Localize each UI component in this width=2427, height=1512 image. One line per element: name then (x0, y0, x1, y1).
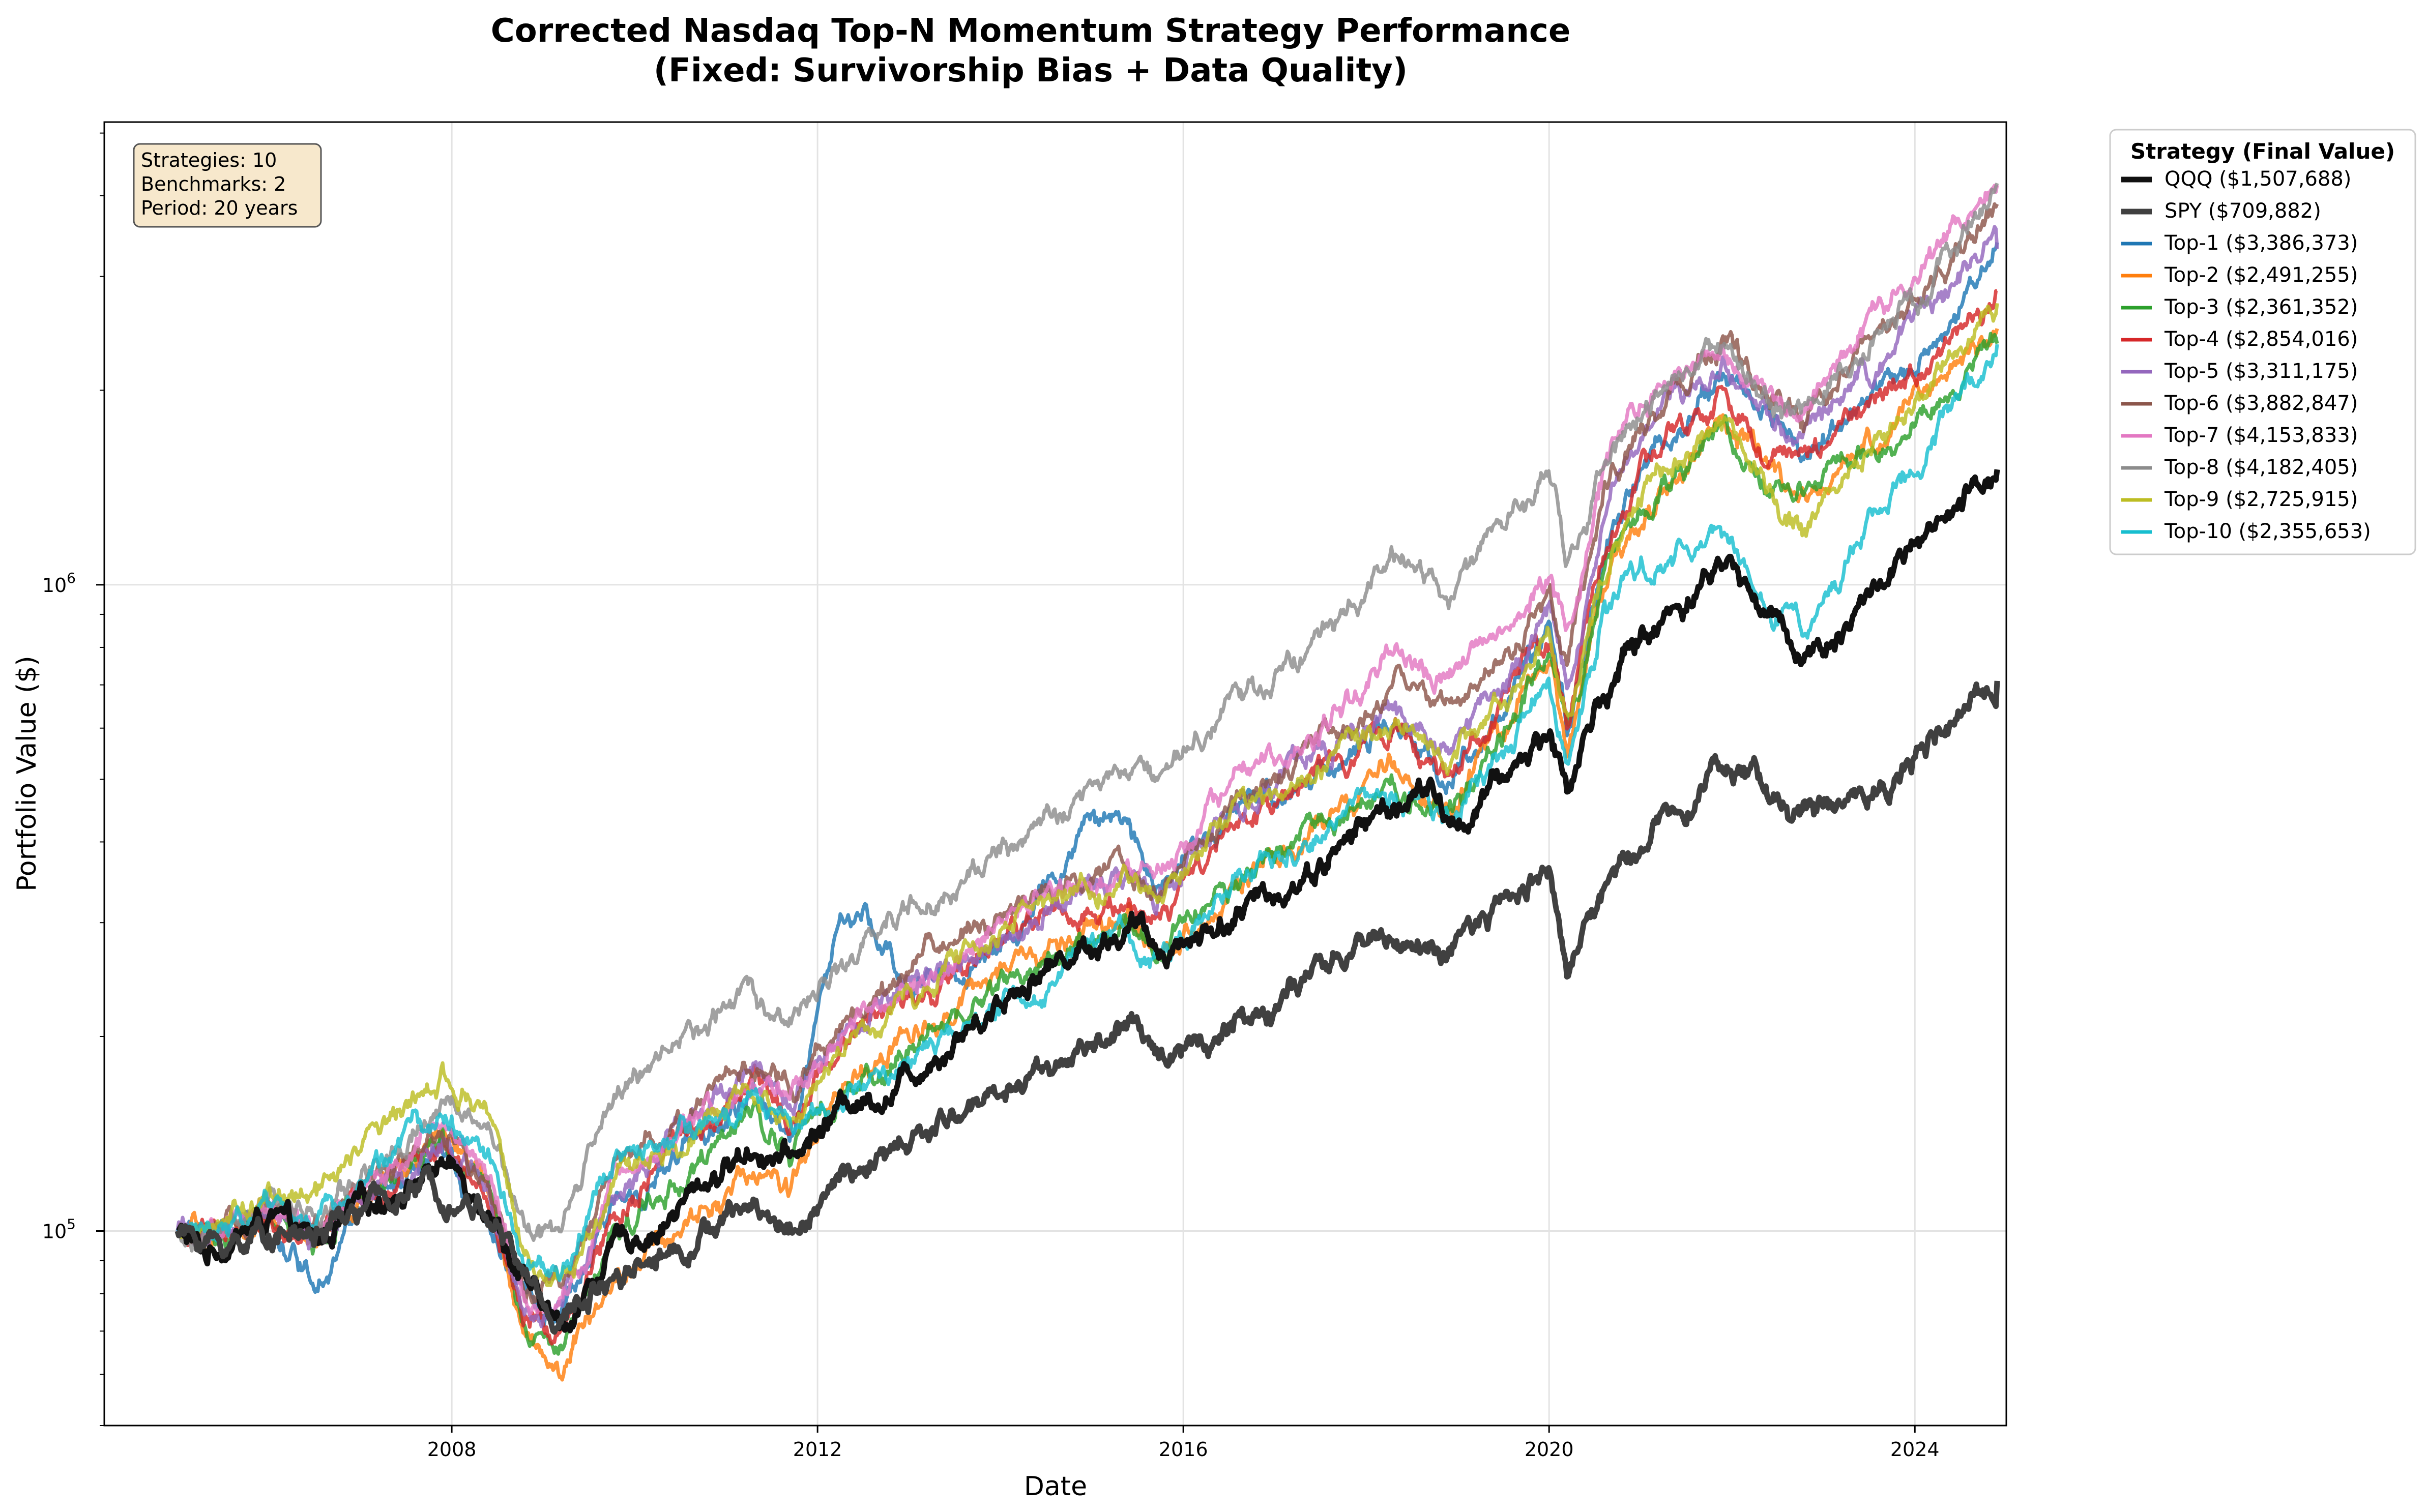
legend-entry: Top-6 ($3,882,847) (2164, 392, 2358, 415)
info-benchmarks: Benchmarks: 2 (141, 173, 286, 195)
legend-entry: Top-10 ($2,355,653) (2164, 520, 2371, 543)
chart-title: Corrected Nasdaq Top-N Momentum Strategy… (491, 12, 1571, 50)
legend-entry: Top-8 ($4,182,405) (2164, 456, 2358, 479)
legend-title: Strategy (Final Value) (2130, 139, 2395, 164)
series-line-strategy (176, 344, 1999, 1282)
legend: Strategy (Final Value) QQQ ($1,507,688) S… (2109, 129, 2416, 555)
series-line-strategy (176, 182, 1999, 1253)
legend-frame (2109, 129, 2416, 555)
x-tick-label: 2012 (793, 1438, 842, 1461)
legend-entry: Top-5 ($3,311,175) (2164, 360, 2358, 383)
x-tick-label: 2008 (427, 1438, 477, 1461)
x-tick-label: 2024 (1890, 1438, 1940, 1461)
legend-entry: Top-4 ($2,854,016) (2164, 328, 2358, 351)
chart-subtitle: (Fixed: Survivorship Bias + Data Quality… (654, 52, 1408, 90)
legend-entry: QQQ ($1,507,688) (2165, 167, 2351, 191)
series-layer (174, 182, 2000, 1382)
info-strategies: Strategies: 10 (141, 149, 277, 171)
x-tick-label: 2020 (1525, 1438, 1574, 1461)
info-box: Strategies: 10 Benchmarks: 2 Period: 20 … (133, 143, 322, 228)
info-box-background (133, 143, 322, 228)
y-axis-label: Portfolio Value ($) (12, 656, 42, 891)
x-tick-label: 2016 (1159, 1438, 1208, 1461)
info-period: Period: 20 years (141, 197, 298, 219)
legend-entry: Top-1 ($3,386,373) (2164, 231, 2358, 255)
y-tick-exponent: 5 (67, 1215, 76, 1232)
y-tick-exponent: 6 (67, 570, 76, 586)
y-tick-label: 105 (42, 1215, 76, 1242)
grid-lines (104, 122, 2006, 1426)
plot-frame (103, 121, 2007, 1427)
legend-entry: SPY ($709,882) (2165, 199, 2321, 223)
x-axis-ticks: 2008 2012 2016 2020 2024 (427, 1426, 1940, 1461)
x-axis-label: Date (1024, 1471, 1087, 1502)
series-line-strategy (177, 303, 1999, 1287)
series-line-benchmark (174, 680, 2000, 1335)
legend-items: QQQ ($1,507,688) SPY ($709,882) Top-1 ($3,… (2121, 167, 2371, 543)
series-line-strategy (177, 288, 1998, 1346)
legend-entry: Top-7 ($4,153,833) (2164, 424, 2358, 447)
legend-entry: Top-3 ($2,361,352) (2164, 295, 2358, 319)
legend-entry: Top-2 ($2,491,255) (2164, 263, 2358, 287)
legend-entry: Top-9 ($2,725,915) (2164, 488, 2358, 511)
